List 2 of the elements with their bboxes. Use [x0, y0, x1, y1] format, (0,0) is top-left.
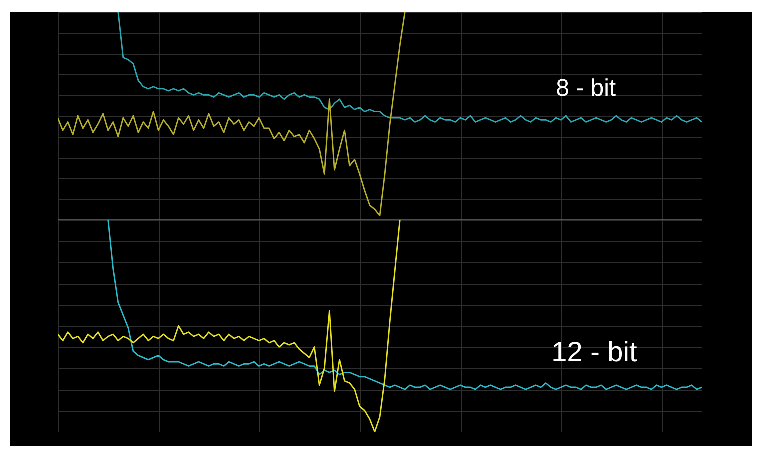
text: 8 - bit — [556, 74, 616, 102]
text: 12 - bit — [552, 336, 638, 368]
